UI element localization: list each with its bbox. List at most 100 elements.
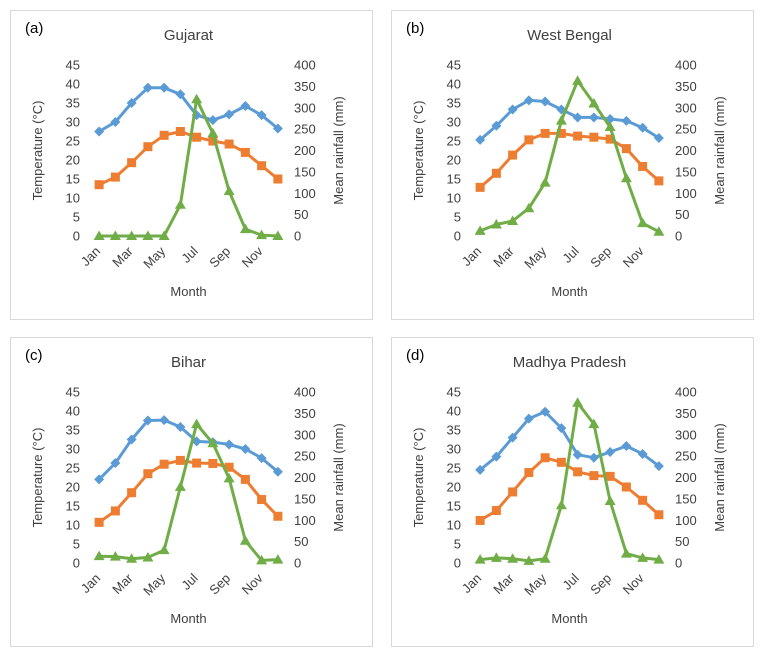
y-tick-label: 40 [447, 77, 461, 92]
data-point [272, 123, 283, 134]
data-point [540, 453, 550, 463]
data-point [110, 117, 121, 127]
panel-label: (c) [25, 347, 43, 364]
data-point [142, 82, 153, 93]
data-point [110, 458, 121, 469]
y2-tick-label: 100 [675, 186, 697, 201]
y-tick-label: 15 [447, 499, 461, 514]
data-point [126, 434, 137, 445]
x-tick-label: Sep [587, 571, 614, 598]
data-point [175, 421, 186, 432]
y2-tick-label: 50 [675, 207, 689, 222]
x-tick-label: Mar [490, 570, 517, 597]
panel-label: (a) [25, 20, 44, 37]
data-point [256, 453, 267, 464]
data-point [605, 471, 615, 481]
y2-tick-label: 350 [294, 79, 316, 94]
data-point [490, 552, 502, 562]
data-point [540, 128, 550, 138]
y-tick-label: 40 [66, 404, 80, 419]
y-tick-label: 15 [66, 499, 80, 514]
data-point [272, 466, 283, 477]
x-tick-label: Nov [239, 243, 266, 270]
x-tick-label: Sep [206, 571, 233, 598]
y2-tick-label: 400 [294, 58, 316, 73]
y-tick-label: 10 [66, 191, 80, 206]
data-point [637, 552, 649, 562]
data-point [604, 121, 616, 131]
data-point [524, 468, 534, 478]
data-point [572, 397, 584, 407]
y-tick-label: 35 [66, 423, 80, 438]
data-point [605, 134, 615, 144]
y-tick-label: 45 [66, 58, 80, 73]
y-tick-label: 30 [447, 115, 461, 130]
data-point [192, 458, 202, 468]
data-point [126, 230, 138, 240]
data-point [174, 481, 186, 491]
data-point [507, 215, 519, 226]
data-point [588, 452, 599, 463]
data-point [491, 168, 501, 178]
data-point [175, 455, 185, 465]
data-point [240, 444, 251, 454]
data-point [589, 471, 599, 481]
chart-panel-d: (d) Madhya Pradesh 0 5 10 15 20 25 30 35 40 45 0 50 1… [391, 337, 754, 647]
y-tick-label: 45 [66, 385, 80, 400]
y2-axis-title: Mean rainfall (mm) [331, 423, 346, 531]
data-point [223, 472, 235, 483]
data-point [94, 126, 105, 137]
x-tick-label: Mar [490, 243, 517, 270]
chart-title: Bihar [171, 354, 206, 371]
y-axis-title: Temperature (°C) [30, 101, 45, 201]
data-point [192, 132, 202, 142]
x-tick-label: Jul [178, 570, 200, 592]
data-point [572, 112, 583, 123]
data-point [621, 115, 632, 126]
x-tick-label: May [521, 243, 549, 271]
y-tick-label: 35 [447, 96, 461, 111]
y2-tick-label: 150 [294, 164, 316, 179]
y-tick-label: 30 [66, 115, 80, 130]
data-point [257, 495, 267, 505]
data-point [110, 506, 120, 516]
data-point [507, 553, 519, 563]
y2-tick-label: 300 [294, 100, 316, 115]
data-point [159, 82, 170, 93]
data-point [523, 95, 534, 106]
data-point [240, 101, 251, 112]
chart-title: West Bengal [527, 27, 612, 44]
chart-a: Gujarat 0 5 10 15 20 25 30 35 40 45 0 50 100 150 200 250… [30, 27, 346, 299]
data-point [207, 127, 219, 138]
data-point [224, 109, 235, 120]
x-tick-label: Nov [239, 570, 266, 597]
y2-tick-label: 250 [675, 449, 697, 464]
y2-tick-label: 300 [294, 427, 316, 442]
data-point [523, 555, 535, 565]
data-point [127, 158, 137, 168]
data-point [572, 449, 583, 460]
y2-tick-label: 50 [294, 207, 308, 222]
data-point [637, 217, 649, 228]
data-point [208, 458, 218, 468]
x-tick-label: Jan [459, 571, 484, 596]
x-tick-label: Mar [109, 570, 136, 597]
y2-tick-label: 400 [675, 58, 697, 73]
y2-tick-label: 200 [675, 470, 697, 485]
y2-tick-label: 200 [675, 143, 697, 158]
data-point [638, 161, 648, 171]
y-tick-label: 5 [454, 210, 461, 225]
data-point [556, 457, 566, 467]
y-tick-label: 25 [66, 134, 80, 149]
y-tick-label: 5 [73, 537, 80, 552]
data-point [143, 469, 153, 479]
y-tick-label: 10 [447, 191, 461, 206]
x-axis-title: Month [551, 611, 587, 626]
y-tick-label: 5 [73, 210, 80, 225]
data-point [224, 439, 235, 450]
y-tick-label: 10 [66, 518, 80, 533]
chart-title: Madhya Pradesh [513, 354, 626, 371]
panel-label: (b) [406, 20, 425, 37]
x-axis-title: Month [170, 611, 206, 626]
data-point [272, 554, 284, 564]
